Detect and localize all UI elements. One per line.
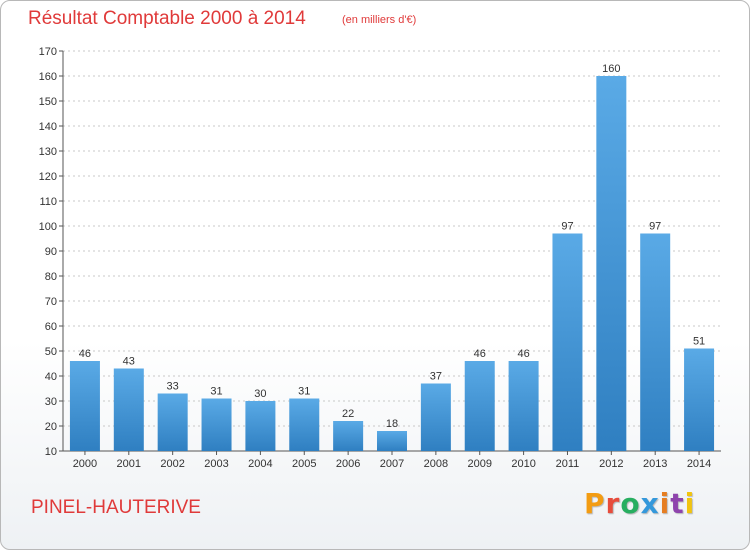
x-tick-label: 2002: [160, 458, 184, 470]
chart-subtitle: (en milliers d'€): [342, 14, 417, 26]
chart-title: Résultat Comptable 2000 à 2014: [28, 8, 306, 29]
y-tick-label: 100: [39, 221, 57, 233]
bar: [684, 348, 715, 451]
x-tick-label: 2006: [336, 458, 360, 470]
y-tick-label: 110: [39, 196, 57, 208]
logo-letter: t: [670, 487, 685, 520]
logo-letter: o: [620, 487, 641, 520]
bar-value-label: 46: [517, 348, 529, 360]
bar-value-label: 37: [430, 371, 442, 383]
x-tick-label: 2014: [687, 458, 711, 470]
y-tick-label: 10: [45, 446, 57, 458]
bar: [69, 361, 100, 451]
bar-value-label: 33: [167, 381, 179, 393]
bar-value-label: 31: [210, 386, 222, 398]
bar-value-label: 97: [561, 221, 573, 233]
y-tick-label: 140: [39, 121, 57, 133]
y-tick-label: 120: [39, 171, 57, 183]
bars: [69, 76, 715, 451]
y-tick-label: 70: [45, 296, 57, 308]
bar: [157, 393, 188, 451]
labels: 10 20 30 40 50 60 70 80 90 100 110 120 130 140 150 160 1…: [39, 46, 712, 470]
y-tick-label: 150: [39, 96, 57, 108]
bar-value-label: 31: [298, 386, 310, 398]
y-tick-label: 40: [45, 371, 57, 383]
bar: [113, 368, 144, 451]
bar-value-label: 51: [693, 336, 705, 348]
x-tick-label: 2010: [511, 458, 535, 470]
y-tick-label: 170: [39, 46, 57, 58]
logo-letter: i: [684, 487, 696, 520]
x-tick-label: 2007: [380, 458, 404, 470]
bar: [640, 233, 671, 451]
bar: [552, 233, 583, 451]
bar: [596, 76, 627, 451]
x-tick-label: 2009: [467, 458, 491, 470]
bar-value-label: 18: [386, 418, 398, 430]
bar-value-label: 46: [474, 348, 486, 360]
bar: [201, 398, 232, 451]
x-tick-label: 2003: [204, 458, 228, 470]
bar: [508, 361, 539, 451]
bar-value-label: 30: [254, 388, 266, 400]
bar-value-label: 160: [602, 63, 620, 75]
x-tick-label: 2012: [599, 458, 623, 470]
bar-value-label: 43: [123, 356, 135, 368]
bar-value-label: 97: [649, 221, 661, 233]
logo-letter: P: [584, 487, 606, 520]
x-tick-label: 2000: [73, 458, 97, 470]
bar: [464, 361, 495, 451]
bar: [420, 383, 451, 451]
x-tick-label: 2008: [424, 458, 448, 470]
bar: [245, 401, 276, 451]
logo-letter: i: [659, 487, 671, 520]
y-tick-label: 130: [39, 146, 57, 158]
logo-letter: r: [605, 487, 621, 520]
bar-value-label: 22: [342, 408, 354, 420]
y-tick-label: 50: [45, 346, 57, 358]
x-tick-label: 2001: [117, 458, 141, 470]
y-tick-label: 60: [45, 321, 57, 333]
x-tick-label: 2013: [643, 458, 667, 470]
y-tick-label: 80: [45, 271, 57, 283]
x-tick-label: 2004: [248, 458, 272, 470]
x-tick-label: 2011: [556, 458, 580, 470]
proxiti-logo: Proxiti: [584, 487, 695, 520]
y-tick-label: 20: [45, 421, 57, 433]
y-tick-label: 90: [45, 246, 57, 258]
bar-value-label: 46: [79, 348, 91, 360]
y-tick-label: 30: [45, 396, 57, 408]
y-tick-label: 160: [39, 71, 57, 83]
bar: [333, 421, 364, 451]
bar: [289, 398, 320, 451]
bar: [377, 431, 407, 451]
location-label: PINEL-HAUTERIVE: [31, 497, 201, 518]
logo-letter: x: [640, 487, 660, 520]
x-tick-label: 2005: [292, 458, 316, 470]
